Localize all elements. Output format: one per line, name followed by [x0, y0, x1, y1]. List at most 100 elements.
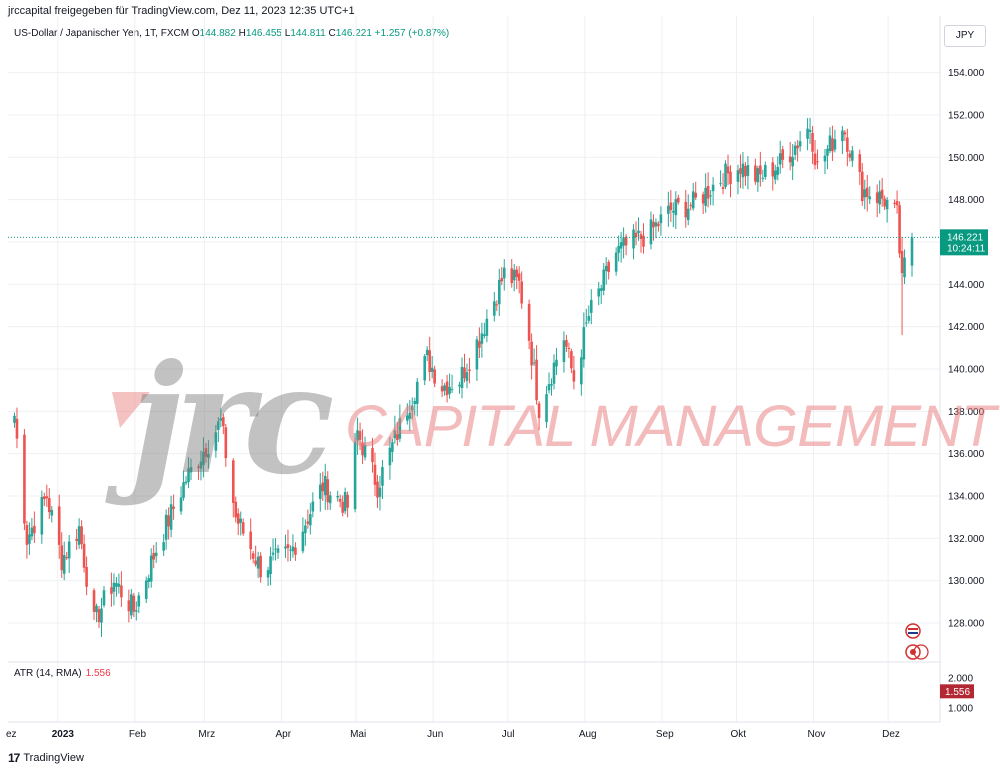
candle-body	[798, 141, 802, 147]
grid-lines	[8, 16, 940, 722]
candle-body	[632, 229, 635, 249]
time-tick-label: ez	[6, 729, 17, 740]
candle-body	[423, 356, 427, 381]
candle-body	[450, 389, 454, 391]
candle-body	[475, 339, 479, 370]
candle-body	[773, 170, 777, 180]
candle-body	[430, 367, 434, 372]
candle-body	[463, 367, 466, 379]
candle-body	[269, 556, 272, 575]
candle-body	[863, 189, 867, 198]
candle-body	[585, 322, 588, 324]
candle-body	[493, 301, 496, 316]
candle-body	[545, 394, 548, 423]
candle-body	[274, 548, 277, 550]
time-tick-label: 2023	[52, 729, 75, 740]
candle-body	[672, 210, 675, 213]
candle-body	[900, 251, 904, 274]
candle-body	[251, 553, 255, 559]
candle-body	[304, 525, 307, 534]
candle-body	[289, 549, 292, 551]
candle-body	[465, 372, 469, 381]
candle-body	[391, 442, 394, 452]
candle-body	[338, 498, 342, 502]
candle-body	[617, 245, 620, 253]
price-tick-label: 152.000	[948, 111, 985, 122]
candle-body	[761, 177, 765, 179]
watermark-chevron-icon	[112, 392, 150, 428]
candles	[8, 117, 940, 637]
candle-body	[754, 165, 757, 182]
price-tick-label: 136.000	[948, 449, 985, 460]
candle-body	[154, 552, 158, 557]
candle-body	[875, 192, 879, 203]
candle-body	[642, 235, 645, 247]
candle-body	[164, 514, 168, 540]
candle-body	[415, 381, 419, 404]
time-tick-label: Mai	[350, 729, 366, 740]
candle-body	[535, 359, 538, 401]
candle-body	[500, 277, 504, 282]
candle-body	[254, 560, 257, 565]
candle-body	[110, 587, 113, 594]
candle-body	[130, 594, 133, 616]
candle-body	[378, 487, 382, 497]
candle-body	[408, 412, 412, 419]
candle-body	[816, 161, 819, 163]
candle-body	[860, 171, 864, 202]
candle-body	[318, 484, 322, 499]
candle-body	[65, 557, 68, 559]
candle-body	[127, 600, 131, 612]
candle-body	[654, 222, 658, 227]
price-tick-label: 130.000	[948, 576, 985, 587]
candle-body	[271, 552, 275, 555]
candle-body	[336, 495, 339, 498]
close-value: 146.221	[335, 28, 372, 39]
candle-body	[570, 351, 573, 369]
candle-body	[502, 267, 506, 279]
candle-body	[788, 156, 792, 163]
currency-button[interactable]: JPY	[944, 25, 986, 47]
candle-body	[639, 234, 643, 239]
candle-body	[704, 187, 707, 206]
footer[interactable]: 17 TradingView	[8, 751, 84, 765]
candle-body	[15, 418, 19, 439]
candle-body	[328, 495, 332, 504]
candle-body	[60, 545, 64, 571]
candle-body	[85, 566, 88, 587]
candle-body	[778, 153, 782, 165]
candle-body	[326, 479, 330, 503]
candle-body	[771, 162, 775, 177]
candle-body	[440, 386, 444, 392]
candle-body	[520, 281, 523, 304]
candle-body	[744, 165, 747, 177]
candle-body	[77, 526, 81, 545]
price-badge	[940, 229, 988, 256]
jp-flag-icon-dot	[910, 649, 916, 655]
candle-body	[483, 334, 486, 337]
price-tick-label: 142.000	[948, 322, 985, 333]
candle-body	[729, 171, 732, 184]
candle-body	[358, 431, 362, 440]
candle-body	[552, 362, 556, 384]
us-flag-icon-stripe	[908, 632, 918, 634]
time-tick-label: Aug	[579, 729, 597, 740]
candle-body	[199, 461, 203, 469]
candle-body	[276, 548, 280, 553]
candle-body	[410, 405, 414, 411]
symbol-legend: US-Dollar / Japanischer Yen, 1T, FXCM O1…	[14, 28, 450, 39]
atr-legend: ATR (14, RMA) 1.556	[14, 668, 111, 679]
candle-body	[843, 132, 847, 135]
symbol-name[interactable]: US-Dollar / Japanischer Yen, 1T, FXCM	[14, 28, 190, 39]
atr-value: 1.556	[85, 668, 111, 679]
candle-body	[602, 269, 606, 291]
candle-body	[115, 583, 118, 587]
atr-label[interactable]: ATR (14, RMA)	[14, 668, 82, 679]
candle-body	[202, 451, 205, 466]
low-value: 144.811	[290, 28, 326, 39]
event-icons	[905, 623, 929, 660]
candle-body	[217, 421, 220, 430]
footer-brand: TradingView	[23, 752, 84, 764]
candle-body	[249, 531, 252, 550]
